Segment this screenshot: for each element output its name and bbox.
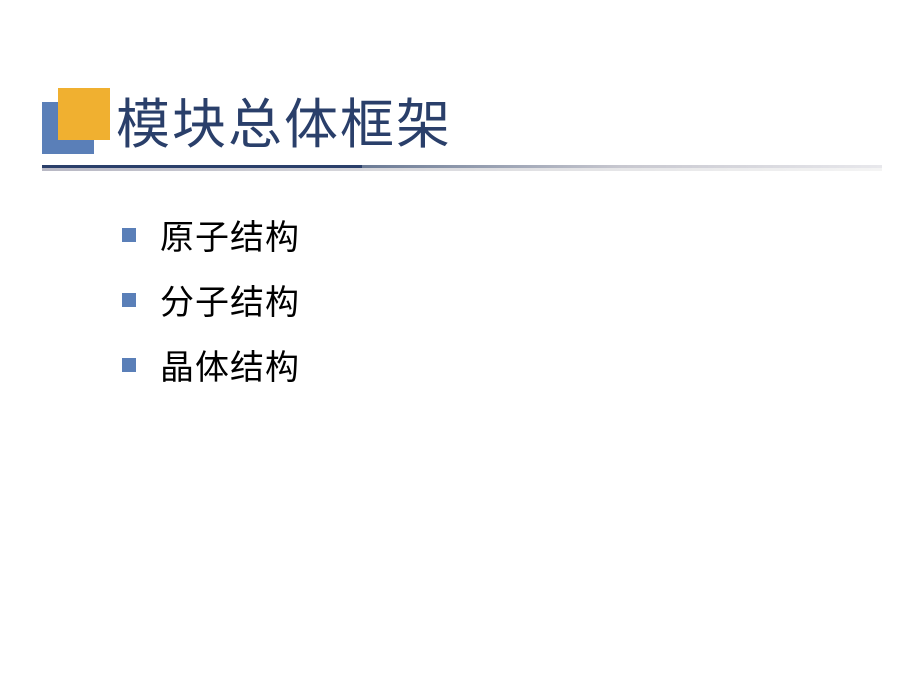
bullet-icon [122, 293, 136, 307]
bullet-icon [122, 358, 136, 372]
bullet-icon [122, 228, 136, 242]
list-item: 晶体结构 [122, 340, 300, 389]
list-item-label: 原子结构 [160, 210, 300, 259]
slide-container: 模块总体框架 原子结构 分子结构 晶体结构 [0, 0, 920, 690]
content-list: 原子结构 分子结构 晶体结构 [122, 210, 300, 405]
title-underline [42, 165, 882, 173]
title-icon-front-square [58, 88, 110, 140]
list-item: 原子结构 [122, 210, 300, 259]
slide-title: 模块总体框架 [116, 80, 452, 159]
list-item-label: 晶体结构 [160, 340, 300, 389]
underline-shadow [42, 168, 882, 171]
list-item-label: 分子结构 [160, 275, 300, 324]
list-item: 分子结构 [122, 275, 300, 324]
